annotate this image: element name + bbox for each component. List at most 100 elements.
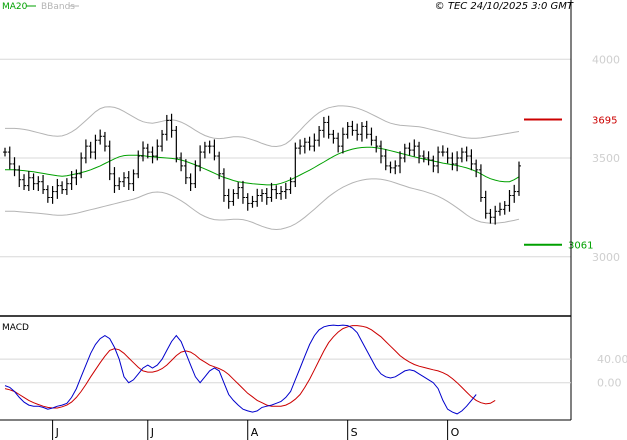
price-bar [198, 145, 203, 172]
resistance-level-label: 3695 [592, 115, 617, 126]
price-bar [440, 145, 445, 157]
price-bar [155, 139, 160, 161]
price-bar [12, 157, 17, 177]
price-bar [298, 139, 303, 155]
price-bar [469, 149, 474, 171]
macd-tick-label: 40.00 [597, 353, 627, 366]
price-bar [217, 151, 222, 180]
price-bar [50, 186, 55, 204]
price-bar [202, 141, 207, 159]
price-bar [112, 167, 117, 193]
price-bar [22, 174, 27, 190]
price-bar [488, 208, 493, 224]
price-bar [260, 189, 264, 202]
time-tick-label: A [251, 426, 259, 439]
support-level-label: 3061 [568, 241, 593, 252]
price-bar [340, 127, 345, 154]
price-bar [393, 160, 398, 175]
price-bar [355, 123, 360, 141]
price-bar [3, 147, 7, 157]
price-bar [493, 205, 498, 225]
price-bar [455, 151, 460, 172]
price-bar [160, 129, 165, 152]
price-bar [207, 140, 212, 154]
macd-lines [4, 324, 496, 415]
price-bar [450, 152, 455, 171]
price-bar [317, 126, 322, 147]
price-axis: 3000 3500 4000 [592, 53, 620, 264]
price-bar [426, 151, 431, 166]
price-tick-label: 4000 [592, 53, 620, 66]
price-bar [169, 113, 174, 138]
price-bar [60, 181, 65, 194]
price-bar [221, 168, 226, 202]
price-bars [3, 113, 521, 225]
price-bar [64, 178, 69, 195]
copyright-text: © TEC 24/10/2025 3:0 GMT [435, 1, 574, 12]
price-levels: 3695 3061 [524, 115, 617, 252]
price-bar [179, 152, 184, 172]
price-bar [264, 188, 269, 205]
price-bar [41, 174, 46, 194]
price-bar [26, 171, 31, 191]
price-bar [193, 160, 198, 189]
price-bar [459, 147, 464, 163]
bb-upper-line [5, 105, 520, 148]
bb-lower-line [5, 178, 520, 231]
price-bar [288, 177, 293, 194]
price-bar [188, 173, 193, 191]
price-bar [374, 135, 379, 153]
price-bar [55, 178, 60, 199]
price-bar [245, 193, 250, 211]
price-bar [150, 146, 155, 164]
price-bar [17, 165, 22, 188]
price-bar [274, 185, 279, 199]
price-bar [31, 173, 36, 190]
price-bar [126, 171, 131, 190]
price-bar [417, 141, 422, 164]
macd-panel: MACD 0.00 40.00 [0, 323, 627, 415]
price-bar [474, 159, 479, 178]
price-bar [507, 189, 512, 212]
price-bar [331, 129, 336, 144]
price-bar [512, 184, 517, 203]
price-bar [83, 139, 88, 164]
price-bar [117, 177, 122, 190]
price-bar [293, 142, 298, 188]
price-bar [174, 126, 179, 163]
price-bar [255, 188, 260, 207]
price-bar [36, 176, 41, 191]
price-bar [436, 146, 441, 174]
time-tick-label: J [150, 426, 154, 439]
price-bar [402, 143, 407, 163]
macd-gridlines [0, 358, 571, 384]
price-bar [464, 146, 469, 162]
price-bar [421, 150, 426, 163]
price-bar [183, 159, 188, 185]
price-bar [74, 169, 79, 186]
macd-title: MACD [2, 323, 29, 333]
ma20-series [5, 146, 520, 186]
time-tick-label: S [351, 426, 358, 439]
price-tick-label: 3500 [592, 152, 620, 165]
price-bar [350, 120, 355, 136]
price-bar [69, 171, 74, 190]
price-bar [302, 137, 307, 154]
price-tick-label: 3000 [592, 251, 620, 264]
price-bar [269, 182, 274, 202]
price-bar [131, 169, 136, 191]
bollinger-bands [5, 105, 520, 231]
price-bar [121, 172, 126, 188]
legend-bbands: BBands [41, 2, 75, 12]
price-bar [307, 136, 312, 151]
price-bar [45, 185, 50, 203]
signal-line [4, 325, 496, 409]
price-bar [7, 146, 12, 170]
price-bar [378, 140, 383, 164]
price-bar [250, 195, 255, 208]
price-bar [236, 182, 241, 199]
price-bar [326, 115, 331, 139]
price-bar [226, 188, 231, 209]
ma20-line [5, 146, 520, 186]
price-bar [497, 202, 502, 216]
